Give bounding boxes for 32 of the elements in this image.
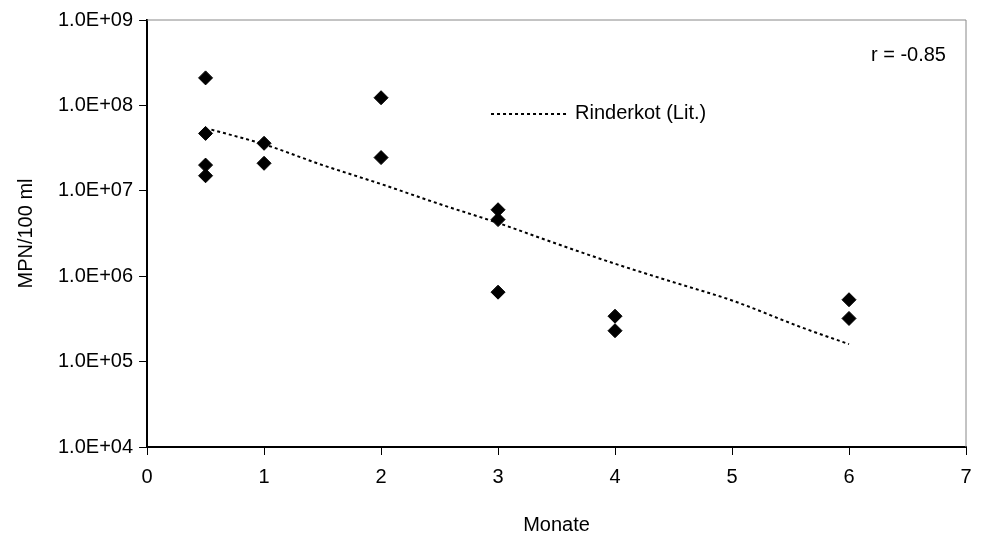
point xyxy=(198,157,214,173)
x-axis-title: Monate xyxy=(523,512,590,535)
point xyxy=(256,155,272,171)
point xyxy=(490,284,506,300)
legend-label: Rinderkot (Lit.) xyxy=(575,101,707,124)
x-tick-label: 6 xyxy=(843,464,855,487)
y-tick-label: 1.0E+04 xyxy=(57,434,134,457)
x-tick-label: 0 xyxy=(141,464,153,487)
y-tick-label: 1.0E+07 xyxy=(57,178,134,201)
y-tick-label: 1.0E+06 xyxy=(57,263,134,286)
point xyxy=(256,135,272,151)
point xyxy=(198,168,214,184)
x-tick-label: 3 xyxy=(492,464,504,487)
y-tick-label: 1.0E+09 xyxy=(57,7,134,30)
point xyxy=(198,70,214,86)
y-tick-label: 1.0E+08 xyxy=(57,92,134,115)
y-axis-title: MPN/100 ml xyxy=(13,178,36,289)
point xyxy=(490,212,506,228)
x-tick-label: 7 xyxy=(960,464,972,487)
x-tick-label: 2 xyxy=(375,464,387,487)
annotation: r = -0.85 xyxy=(870,42,946,65)
point xyxy=(373,150,389,166)
point xyxy=(841,292,857,308)
point xyxy=(607,308,623,324)
point xyxy=(841,310,857,326)
point xyxy=(198,125,214,141)
x-tick-label: 4 xyxy=(609,464,621,487)
point xyxy=(373,90,389,106)
point xyxy=(607,323,623,339)
x-tick-label: 5 xyxy=(726,464,738,487)
y-tick-label: 1.0E+05 xyxy=(57,349,134,372)
x-tick-label: 1 xyxy=(258,464,270,487)
